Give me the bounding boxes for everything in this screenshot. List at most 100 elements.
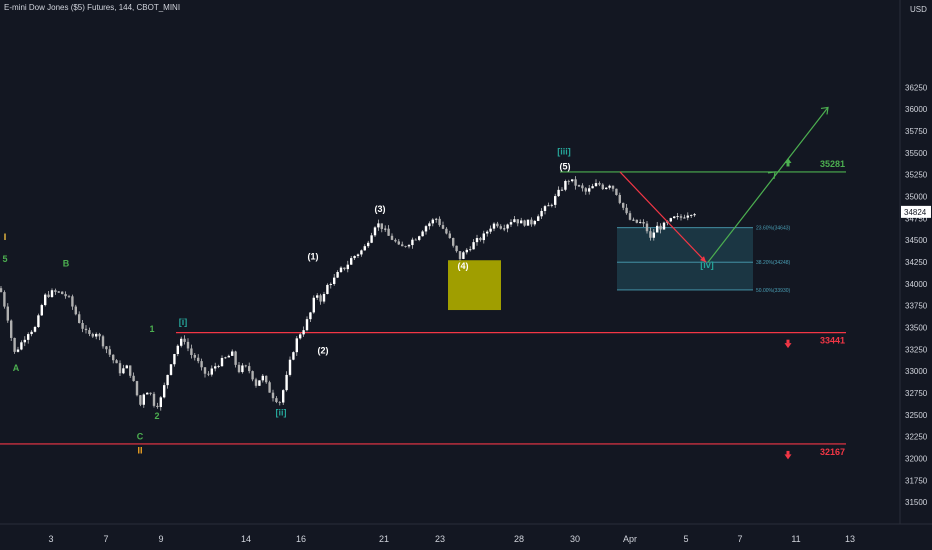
candle-body [333,277,336,284]
wave-label: [iii] [557,147,571,157]
candle-body [336,272,339,278]
candle-body [231,351,234,356]
candle-body [23,339,26,343]
wave-label: (2) [318,346,329,356]
wave-label: (5) [560,161,571,171]
candle-body [652,232,655,238]
time-tick-label: 11 [791,534,800,544]
price-tick-label: 35500 [905,149,928,158]
candle-body [95,333,98,337]
candle-body [339,267,343,273]
candle-body [214,366,217,369]
candle-body [448,233,451,239]
candle-body [482,233,485,241]
candle-body [173,354,176,365]
fib-level-label: 23.60%(34643) [756,226,791,232]
down-arrow-icon [786,450,790,455]
down-arrow-icon [784,343,792,349]
time-tick-label: 23 [435,534,445,544]
candle-body [390,235,394,240]
time-tick-label: 5 [683,534,688,544]
candle-body [380,223,383,229]
time-tick-label: 7 [737,534,742,544]
candle-body [207,373,210,375]
candle-body [622,202,625,208]
candle-body [275,398,278,402]
candle-body [683,217,686,219]
candle-body [363,246,366,251]
candle-body [567,181,570,182]
candle-body [64,294,67,297]
candle-body [248,366,251,372]
candle-body [112,354,115,361]
candle-body [261,375,264,381]
candle-body [645,223,649,232]
candle-body [560,189,564,191]
price-tick-label: 32750 [905,389,928,398]
candle-body [350,258,353,265]
candle-body [367,242,370,247]
price-unit-label: USD [910,5,927,14]
candle-body [302,330,305,335]
candle-body [57,291,60,293]
candle-body [669,218,672,222]
candle-body [115,360,118,364]
candle-body [676,216,679,218]
candle-body [186,341,190,349]
candle-body [169,364,173,375]
candle-body [506,224,509,229]
candle-body [312,297,315,313]
projection-up-line [707,107,829,263]
price-tick-label: 31750 [905,476,928,485]
candle-body [540,210,543,217]
candle-body [44,294,47,306]
candle-body [547,205,550,207]
time-tick-label: 7 [103,534,108,544]
candle-body [526,219,530,226]
candle-body [445,228,448,234]
wave-label: II [137,445,142,455]
candle-body [550,204,553,206]
candle-body [146,392,149,395]
candle-body [292,352,295,360]
candle-body [431,219,434,224]
projection-down-arrow-icon [700,256,706,263]
candle-body [411,239,414,246]
price-tick-label: 34750 [905,214,928,223]
candle-body [404,246,407,247]
candle-body [50,290,54,297]
candle-body [469,249,472,251]
fib-level-label: 50.00%(33930) [756,288,791,294]
candle-body [183,338,186,342]
time-tick-label: 3 [48,534,53,544]
price-tick-label: 33500 [905,324,928,333]
price-tick-label: 35750 [905,127,928,136]
candle-body [3,292,6,307]
candle-body [6,306,9,321]
candle-body [149,392,152,394]
candle-body [237,364,241,373]
candle-body [224,357,227,359]
candle-body [492,223,496,229]
time-tick-label: Apr [623,534,637,544]
fib-level-label: 38.20%(34248) [756,260,791,266]
time-tick-label: 13 [845,534,855,544]
candle-body [163,385,166,398]
wave-label: I [4,232,7,242]
candle-body [54,290,57,292]
candle-body [635,219,638,223]
candle-body [628,213,632,220]
time-tick-label: 21 [379,534,389,544]
candle-body [132,375,135,382]
wave-label: 2 [154,411,159,421]
wave-label: (3) [375,204,386,214]
candle-body [557,189,560,197]
candle-body [98,333,101,337]
candle-body [662,222,666,230]
candle-body [88,330,91,334]
candle-body [166,374,169,386]
candle-body [309,312,312,320]
candle-body [618,194,621,203]
time-tick-label: 30 [570,534,580,544]
